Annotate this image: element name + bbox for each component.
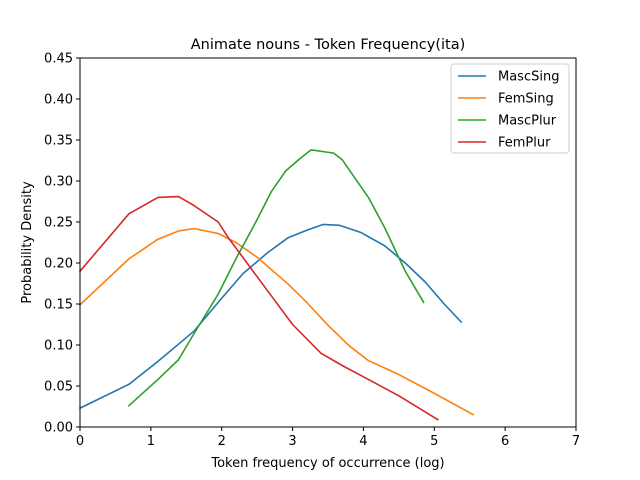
- y-tick-label: 0.30: [44, 175, 73, 190]
- legend: MascSing FemSing MascPlur FemPlur: [450, 63, 570, 154]
- legend-label-mascsing: MascSing: [498, 70, 559, 85]
- legend-box: [450, 63, 570, 154]
- x-tick-label: 3: [288, 434, 296, 449]
- series-line-mascsing: [78, 223, 463, 410]
- x-axis-label: Token frequency of occurrence (log): [210, 456, 444, 471]
- x-tick-label: 5: [430, 434, 438, 449]
- x-tick-label: 4: [359, 434, 367, 449]
- x-axis: 0 1 2 3 4 5 6 7: [76, 427, 580, 449]
- legend-label-femsing: FemSing: [498, 92, 554, 107]
- x-tick-label: 7: [572, 434, 580, 449]
- y-axis-label: Probability Density: [20, 181, 35, 304]
- y-axis: 0.00 0.05 0.10 0.15 0.20 0.25 0.30 0.35 0.40 0.45: [44, 52, 80, 436]
- y-tick-label: 0.40: [44, 93, 73, 108]
- series-line-femplur: [78, 195, 439, 421]
- y-tick-label: 0.35: [44, 134, 73, 149]
- x-tick-label: 1: [147, 434, 155, 449]
- chart-title: Animate nouns - Token Frequency(ita): [191, 37, 466, 53]
- y-tick-label: 0.10: [44, 339, 73, 354]
- legend-label-femplur: FemPlur: [498, 136, 551, 151]
- y-tick-label: 0.00: [44, 421, 73, 436]
- legend-items: MascSing FemSing MascPlur FemPlur: [458, 70, 559, 151]
- plot-lines: [78, 149, 475, 421]
- series-line-femsing: [78, 227, 475, 416]
- y-tick-label: 0.20: [44, 257, 73, 272]
- y-tick-label: 0.05: [44, 380, 73, 395]
- x-tick-label: 0: [76, 434, 84, 449]
- legend-label-mascplur: MascPlur: [498, 114, 557, 129]
- plot-frame: [79, 57, 577, 428]
- y-tick-label: 0.25: [44, 216, 73, 231]
- y-tick-label: 0.45: [44, 52, 73, 67]
- y-tick-label: 0.15: [44, 298, 73, 313]
- x-tick-label: 6: [501, 434, 509, 449]
- series-line-mascplur: [127, 149, 425, 407]
- x-tick-label: 2: [218, 434, 226, 449]
